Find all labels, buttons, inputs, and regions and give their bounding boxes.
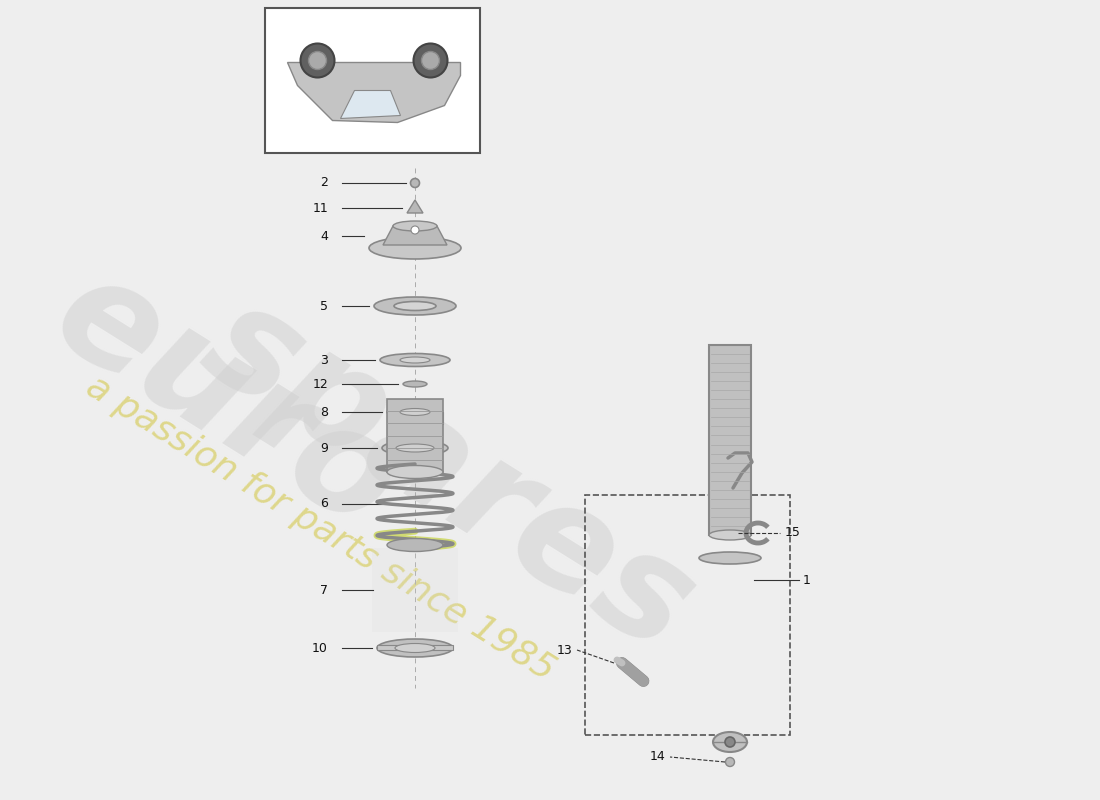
Bar	[265, 8, 480, 153]
Ellipse shape	[396, 444, 435, 452]
Ellipse shape	[393, 221, 437, 231]
Ellipse shape	[726, 758, 735, 766]
Text: 14: 14	[649, 750, 666, 763]
Text: 13: 13	[557, 643, 572, 657]
Ellipse shape	[395, 643, 434, 653]
Ellipse shape	[374, 297, 456, 315]
Ellipse shape	[394, 302, 436, 310]
Circle shape	[421, 51, 440, 70]
Ellipse shape	[387, 538, 443, 551]
Ellipse shape	[725, 737, 735, 747]
Bar	[710, 345, 751, 535]
Text: 1: 1	[803, 574, 811, 586]
Text: 9: 9	[320, 442, 328, 454]
Ellipse shape	[377, 639, 453, 657]
Text: 3: 3	[320, 354, 328, 366]
Text: 11: 11	[312, 202, 328, 214]
Ellipse shape	[379, 354, 450, 366]
Polygon shape	[407, 200, 424, 213]
Ellipse shape	[387, 466, 443, 478]
Text: 6: 6	[320, 497, 328, 510]
Circle shape	[308, 51, 327, 70]
Text: 15: 15	[785, 526, 801, 539]
Ellipse shape	[368, 237, 461, 259]
Bar	[585, 495, 790, 735]
Text: 4: 4	[320, 230, 328, 242]
Ellipse shape	[698, 552, 761, 564]
Ellipse shape	[710, 530, 751, 540]
Text: 5: 5	[320, 299, 328, 313]
Text: 12: 12	[312, 378, 328, 390]
Polygon shape	[383, 226, 447, 245]
Ellipse shape	[403, 381, 427, 387]
Text: 7: 7	[320, 583, 328, 597]
Polygon shape	[287, 62, 461, 122]
Text: a passion for parts since 1985: a passion for parts since 1985	[80, 369, 561, 687]
Polygon shape	[341, 90, 400, 118]
Text: 10: 10	[312, 642, 328, 654]
Ellipse shape	[387, 406, 443, 418]
Text: spares: spares	[180, 270, 719, 680]
Bar	[387, 412, 443, 424]
Ellipse shape	[382, 441, 448, 455]
Ellipse shape	[410, 178, 419, 187]
Circle shape	[414, 43, 448, 78]
Ellipse shape	[411, 226, 419, 234]
Bar	[377, 645, 453, 650]
Bar	[387, 399, 443, 472]
Ellipse shape	[400, 409, 430, 415]
Text: euro: euro	[30, 242, 422, 560]
Ellipse shape	[713, 732, 747, 752]
Circle shape	[300, 43, 334, 78]
Ellipse shape	[400, 357, 430, 363]
Text: 2: 2	[320, 177, 328, 190]
Text: 8: 8	[320, 406, 328, 418]
